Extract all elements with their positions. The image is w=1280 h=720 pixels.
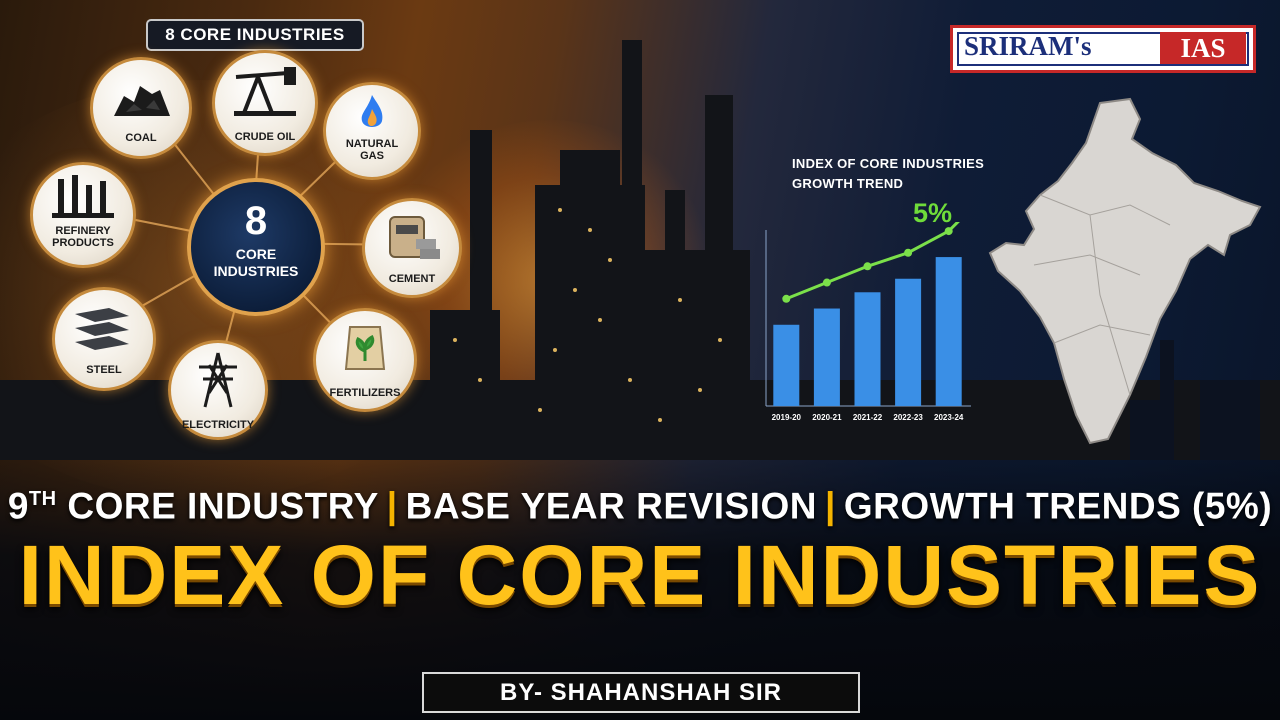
hub-number: 8 — [244, 199, 268, 243]
growth-bar-chart: 2019-20 2020-21 2021-22 2022-23 2023-24 — [765, 222, 971, 422]
oil-pump-icon — [234, 67, 296, 116]
trend-point-2022-23 — [904, 248, 913, 257]
separator-bar: | — [824, 485, 836, 527]
fertilizers-node: FERTILIZERS — [313, 308, 417, 412]
chart-title: INDEX OF CORE INDUSTRIES GROWTH TREND — [792, 156, 985, 191]
hub-text: CORE INDUSTRIES — [213, 246, 299, 279]
byline: BY- SHAHANSHAH SIR — [422, 672, 860, 713]
cement-node: CEMENT — [362, 198, 462, 298]
main-headline: INDEX OF CORE INDUSTRIES — [18, 528, 1262, 622]
bar-2020-21 — [813, 308, 840, 406]
refinery-products-label: REFINERY PRODUCTS — [52, 225, 114, 249]
trend-arrow-shaft — [947, 222, 960, 233]
bar-2022-23 — [895, 278, 922, 406]
electricity-node: ELECTRICITY — [168, 340, 268, 440]
sriram-ias-logo: SRIRAM's IAS — [950, 25, 1256, 73]
power-tower-icon — [199, 352, 237, 408]
natural-gas-label: NATURAL GAS — [345, 138, 399, 162]
bar-2021-22 — [854, 292, 881, 406]
logo-frame — [957, 32, 1249, 66]
bar-2019-20 — [773, 324, 800, 406]
trend-point-2019-20 — [782, 294, 791, 303]
trend-point-2021-22 — [863, 262, 872, 271]
bar-2023-24 — [935, 257, 962, 406]
refinery-products-node: REFINERY PRODUCTS — [30, 162, 136, 268]
trend-annotation: 5% — [913, 198, 953, 228]
tick-label-2023-24: 2023-24 — [934, 413, 964, 422]
coal-icon — [114, 86, 170, 116]
tick-label-2022-23: 2022-23 — [893, 413, 923, 422]
topics-subtitle: 9TH CORE INDUSTRY | BASE YEAR REVISION | GRO… — [7, 485, 1273, 527]
trend-point-2020-21 — [822, 278, 831, 287]
logo-text-sriram: SRIRAM's — [964, 31, 1092, 61]
tick-label-2019-20: 2019-20 — [772, 413, 802, 422]
core-industries-badge: 8 CORE INDUSTRIES — [146, 19, 364, 51]
fertilizer-bag-icon — [344, 326, 386, 370]
tick-label-2021-22: 2021-22 — [853, 413, 883, 422]
coal-label: COAL — [125, 132, 157, 144]
cement-label: CEMENT — [388, 273, 436, 285]
steel-node: STEEL — [52, 287, 156, 391]
crude-oil-label: CRUDE OIL — [234, 131, 296, 143]
coal-node: COAL — [90, 57, 192, 159]
crude-oil-node: CRUDE OIL — [212, 50, 318, 156]
fertilizers-label: FERTILIZERS — [329, 387, 401, 399]
steel-label: STEEL — [86, 364, 122, 376]
india-map — [988, 97, 1262, 445]
logo-text-ias: IAS — [1160, 32, 1246, 64]
separator-bar: | — [386, 485, 398, 527]
core-industries-hub: 8 CORE INDUSTRIES — [187, 178, 325, 316]
natural-gas-node: NATURAL GAS — [323, 82, 421, 180]
electricity-label: ELECTRICITY — [181, 419, 255, 431]
steel-beam-icon — [75, 308, 129, 350]
gas-flame-icon — [361, 95, 383, 127]
tick-label-2020-21: 2020-21 — [812, 413, 842, 422]
cement-bag-icon — [389, 216, 440, 259]
refinery-icon — [52, 175, 114, 218]
